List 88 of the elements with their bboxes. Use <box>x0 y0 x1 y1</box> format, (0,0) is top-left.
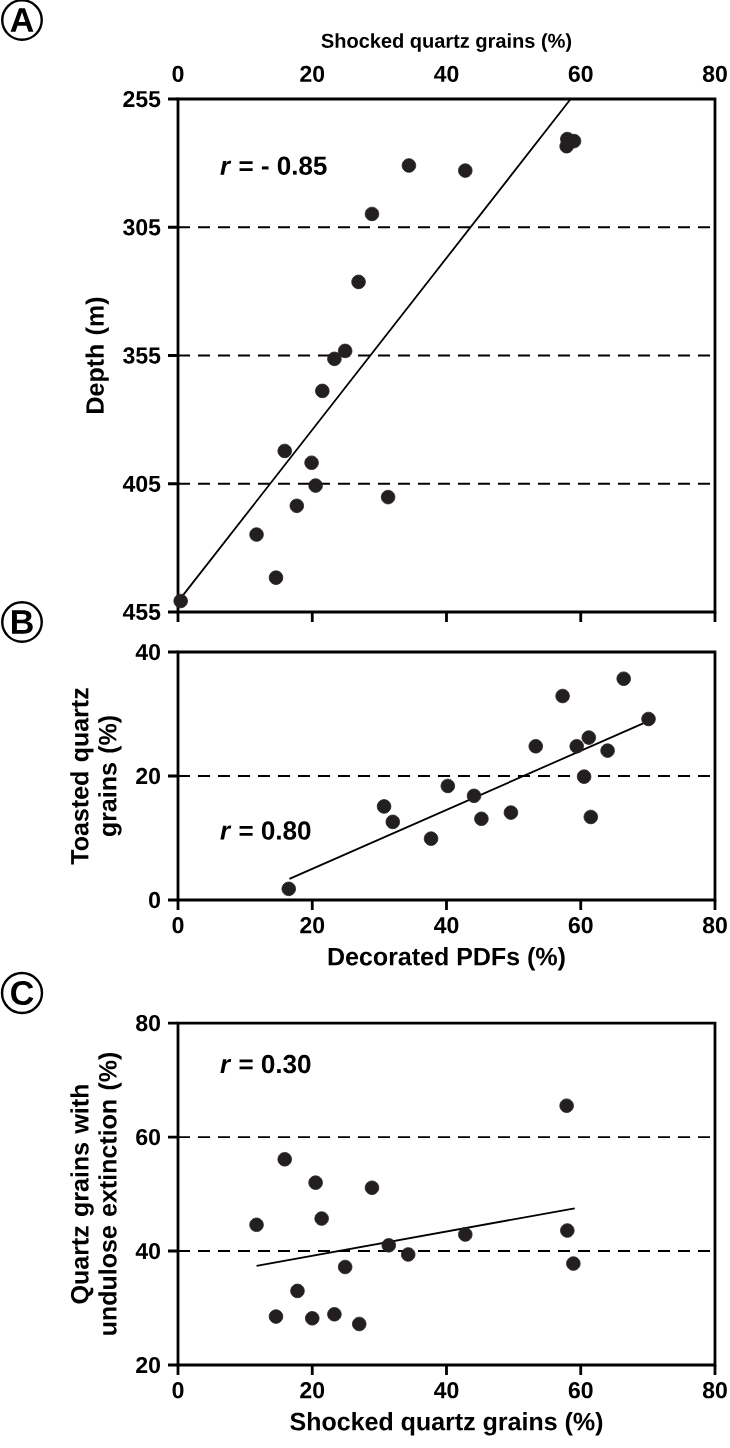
x-tick-label: 80 <box>702 1382 727 1399</box>
x-tick-label: 80 <box>702 917 727 934</box>
point <box>381 1238 396 1253</box>
point <box>583 809 599 825</box>
y-tick-label: 455 <box>122 604 161 621</box>
annotation: r = 0.30 <box>220 1054 311 1074</box>
annotation: r = - 0.85 <box>220 156 327 175</box>
y-axis-title: Depth (m) <box>85 297 109 413</box>
point <box>401 158 417 173</box>
point <box>308 478 323 493</box>
y-tick-label: 40 <box>135 1242 160 1260</box>
x-tick-label: 20 <box>300 1382 325 1399</box>
x-tick-label: 60 <box>568 65 593 82</box>
point <box>401 1247 416 1262</box>
point <box>173 593 188 609</box>
x-tick-label: 40 <box>434 917 459 934</box>
point <box>364 1180 380 1195</box>
x-tick-label: 20 <box>300 65 325 82</box>
point <box>458 1227 473 1242</box>
x-axis-title: Shocked quartz grains (%) <box>321 33 572 52</box>
point <box>249 527 264 542</box>
x-tick-label: 80 <box>702 65 727 82</box>
y-tick-label: 405 <box>122 475 161 492</box>
point <box>503 805 519 820</box>
y-tick-label: 80 <box>136 1014 160 1032</box>
point <box>528 739 543 754</box>
point <box>364 206 380 222</box>
y-axis-title: Toasted quartz grains (%) <box>70 688 122 865</box>
point <box>566 1256 581 1271</box>
point <box>289 498 305 514</box>
point <box>581 730 596 745</box>
point <box>600 743 615 758</box>
y-tick-label: 60 <box>136 1128 160 1146</box>
point <box>337 1259 353 1275</box>
y-tick-label: 305 <box>123 219 161 236</box>
point <box>268 1309 284 1324</box>
x-tick-label: 60 <box>568 917 593 934</box>
point <box>351 274 366 290</box>
x-axis-title: Shocked quartz grains (%) <box>290 1412 603 1436</box>
x-tick-label: 0 <box>172 1382 184 1399</box>
text: B <box>12 610 33 634</box>
point <box>290 1283 305 1299</box>
y-tick-label: 20 <box>136 767 160 785</box>
x-tick-label: 20 <box>300 917 325 934</box>
point <box>268 570 284 585</box>
text: C <box>11 980 34 1006</box>
point <box>380 489 396 505</box>
point <box>385 814 400 830</box>
x-axis-title: Decorated PDFs (%) <box>328 947 565 971</box>
point <box>559 1098 574 1113</box>
point <box>308 1175 323 1190</box>
point <box>277 1152 292 1167</box>
x-tick-label: 40 <box>434 65 459 82</box>
y-tick-label: 40 <box>135 643 160 661</box>
x-tick-label: 0 <box>172 917 184 934</box>
x-tick-label: 40 <box>434 1382 459 1399</box>
point <box>466 788 482 804</box>
x-tick-label: 0 <box>172 65 184 82</box>
point <box>440 778 456 794</box>
point <box>423 831 439 846</box>
y-tick-label: 20 <box>136 1356 160 1374</box>
point <box>277 443 292 459</box>
point <box>281 881 296 897</box>
point <box>458 163 473 178</box>
y-tick-label: 255 <box>123 90 161 108</box>
point <box>555 688 570 704</box>
x-tick-label: 60 <box>568 1382 593 1399</box>
point <box>327 1307 342 1322</box>
point <box>376 799 392 814</box>
y-tick-label: 355 <box>123 347 161 364</box>
point <box>314 1211 329 1226</box>
point <box>304 455 319 470</box>
point <box>641 711 656 727</box>
text: A <box>10 8 34 32</box>
point <box>576 769 592 784</box>
point <box>249 1217 264 1233</box>
point <box>337 343 353 359</box>
point <box>474 811 489 826</box>
y-axis-title: Quartz grains with undulose extinction (%) <box>70 1052 122 1335</box>
point <box>305 1311 320 1326</box>
annotation: r = 0.80 <box>220 821 311 840</box>
point <box>327 351 342 367</box>
point <box>569 739 584 754</box>
point <box>616 671 631 686</box>
point <box>315 383 330 399</box>
point <box>560 1223 575 1238</box>
y-tick-label: 0 <box>149 891 160 909</box>
point <box>352 1316 367 1332</box>
